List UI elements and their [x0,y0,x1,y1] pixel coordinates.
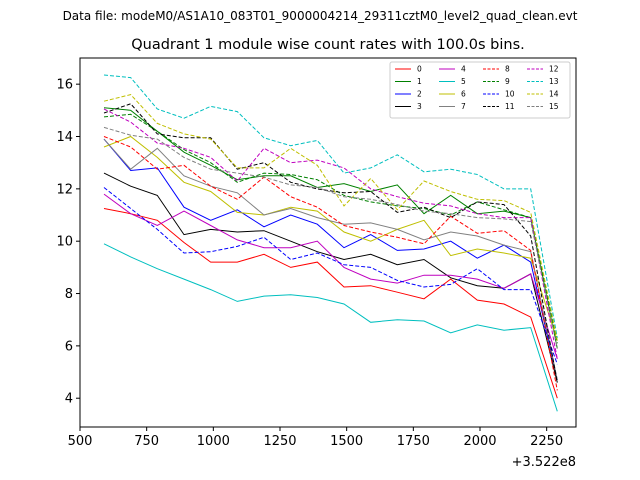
x-tick-label: 2000 [463,434,496,449]
x-tick-label: 1250 [263,434,296,449]
legend-label-6: 6 [461,90,466,99]
legend-label-13: 13 [549,77,559,86]
series-line-10 [103,187,558,365]
series-line-8 [103,136,558,391]
series-line-4 [103,193,558,360]
x-tick-label: 2250 [530,434,563,449]
chart-title: Quadrant 1 module wise count rates with … [131,37,525,53]
supertitle: Data file: modeM0/AS1A10_083T01_90000042… [63,9,578,23]
y-tick-label: 4 [65,392,73,407]
x-tick-label: 500 [68,434,93,449]
series-line-12 [103,108,558,360]
x-tick-label: 1750 [397,434,430,449]
series-line-11 [103,103,558,383]
x-tick-label: 1500 [330,434,363,449]
series-line-6 [103,135,558,341]
y-tick-label: 14 [56,130,73,145]
legend-label-15: 15 [549,102,559,111]
legend-label-4: 4 [461,65,466,74]
series-line-0 [103,208,558,399]
legend-frame [389,61,571,119]
x-tick-label: 1000 [197,434,230,449]
series-line-9 [103,113,558,344]
legend-label-0: 0 [417,65,422,74]
y-tick-label: 10 [56,235,73,250]
series-line-5 [103,243,558,412]
axis-layer: 500 750 1000 1250 1500 1750 2000 22504681012141… [56,78,563,449]
series-line-2 [103,138,558,381]
y-tick-label: 12 [56,182,73,197]
series-line-13 [103,74,558,339]
series-line-14 [103,94,558,341]
legend-label-5: 5 [461,77,466,86]
legend-label-9: 9 [505,77,510,86]
y-tick-label: 8 [65,287,73,302]
legend-label-8: 8 [505,65,510,74]
y-tick-label: 16 [56,78,73,93]
series-line-3 [103,172,558,383]
series-line-15 [103,126,558,349]
series-layer [103,74,558,412]
legend-label-14: 14 [549,90,559,99]
x-tick-label: 750 [134,434,159,449]
x-offset-label: +3.522e8 [512,455,576,470]
legend-label-1: 1 [417,77,422,86]
series-line-7 [103,138,558,381]
legend-label-3: 3 [417,102,422,111]
legend-label-2: 2 [417,90,422,99]
plot-frame [79,57,577,428]
legend-label-7: 7 [461,102,466,111]
y-tick-label: 6 [65,339,73,354]
legend-label-11: 11 [505,102,515,111]
legend-label-10: 10 [505,90,515,99]
legend-label-12: 12 [549,65,559,74]
